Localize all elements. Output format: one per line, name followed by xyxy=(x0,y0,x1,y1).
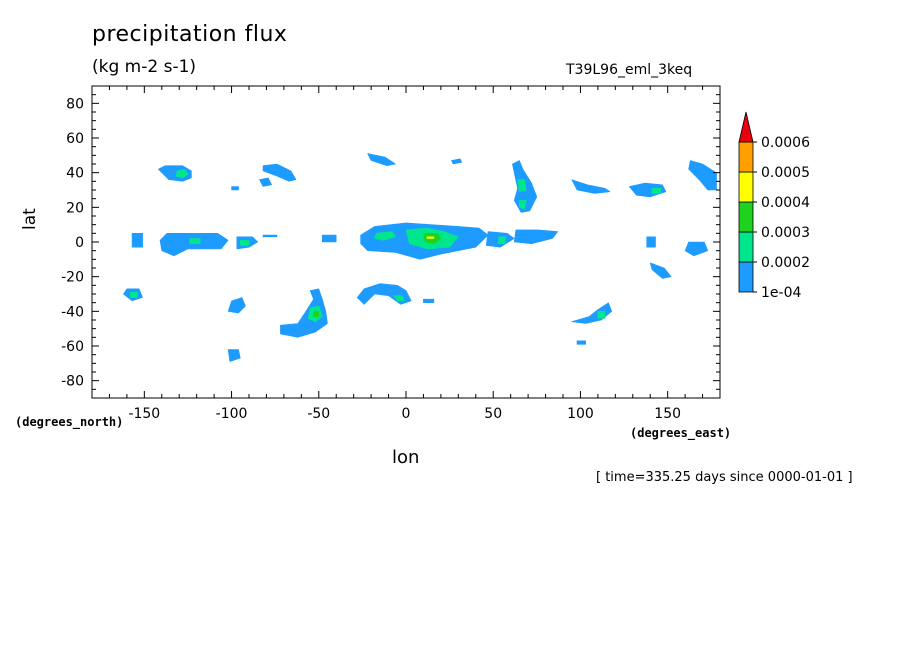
contour-region xyxy=(367,153,396,166)
contour-region xyxy=(684,241,709,257)
contour-region xyxy=(651,188,662,194)
contour-region xyxy=(374,231,396,241)
legend-swatch xyxy=(738,261,754,293)
contour-region xyxy=(688,160,717,191)
contour-region xyxy=(356,283,412,305)
x-axis-label: lon xyxy=(392,447,420,468)
x-tick-label: 0 xyxy=(402,406,411,422)
color-legend: 1e-04 0.0002 0.0003 0.0004 0.0005 0.0006 xyxy=(738,111,810,301)
y-tick-label: 80 xyxy=(66,96,84,112)
x-tick-label: -100 xyxy=(216,406,248,422)
legend-label: 0.0006 xyxy=(761,135,810,151)
contour-region xyxy=(130,291,138,298)
contour-region xyxy=(189,238,201,244)
contour-regions xyxy=(123,153,717,362)
legend-swatch xyxy=(738,201,754,233)
dataset-label: T39L96_eml_3keq xyxy=(566,62,693,78)
contour-region xyxy=(451,158,463,165)
legend-label: 0.0002 xyxy=(761,255,810,271)
contour-region xyxy=(426,236,435,239)
axis-ticks: -150 -100 -50 0 50 100 150 80 60 40 20 0 -20 -40 -60 -8… xyxy=(61,85,721,422)
contour-region xyxy=(498,236,506,244)
contour-region xyxy=(517,179,527,192)
legend-label: 0.0005 xyxy=(761,165,810,181)
y-tick-label: -60 xyxy=(61,339,84,355)
contour-region xyxy=(646,236,656,248)
legend-label: 0.0003 xyxy=(761,225,810,241)
contour-region xyxy=(321,234,337,243)
legend-swatch xyxy=(738,231,754,263)
contour-region xyxy=(571,179,611,194)
contour-region xyxy=(393,295,405,302)
contour-region xyxy=(262,234,278,238)
contour-region xyxy=(597,310,606,319)
chart-units: (kg m-2 s-1) xyxy=(92,57,197,77)
x-tick-label: 50 xyxy=(484,406,502,422)
x-tick-label: 150 xyxy=(654,406,681,422)
contour-region xyxy=(571,302,613,324)
contour-region xyxy=(576,340,587,345)
contour-region xyxy=(280,288,328,338)
contour-region xyxy=(649,262,672,279)
contour-region xyxy=(227,349,241,362)
contour-region xyxy=(175,168,189,179)
x-axis-unit: (degrees_east) xyxy=(630,426,732,440)
contour-region xyxy=(231,186,239,191)
contour-region xyxy=(240,240,250,246)
y-tick-label: 0 xyxy=(75,235,84,251)
time-stamp: [ time=335.25 days since 0000-01-01 ] xyxy=(596,470,853,485)
contour-region xyxy=(159,233,229,257)
y-tick-label: 40 xyxy=(66,166,84,182)
contour-region xyxy=(313,310,320,317)
contour-region xyxy=(423,298,435,304)
y-tick-label: 20 xyxy=(66,200,84,216)
y-tick-label: -40 xyxy=(61,304,84,320)
x-tick-label: 100 xyxy=(567,406,594,422)
x-tick-label: -150 xyxy=(128,406,160,422)
contour-region xyxy=(227,297,246,314)
y-axis-unit: (degrees_north) xyxy=(15,415,124,429)
legend-swatch xyxy=(738,111,754,143)
x-tick-label: -50 xyxy=(307,406,330,422)
contour-region xyxy=(513,229,559,244)
chart-title: precipitation flux xyxy=(92,22,288,47)
legend-swatch xyxy=(738,171,754,203)
y-tick-label: -20 xyxy=(61,270,84,286)
legend-swatch xyxy=(738,141,754,173)
contour-region xyxy=(519,200,527,210)
legend-label: 0.0004 xyxy=(761,195,810,211)
contour-region xyxy=(259,177,273,187)
contour-region xyxy=(131,233,143,248)
y-tick-label: -80 xyxy=(61,374,84,390)
legend-label: 1e-04 xyxy=(761,285,801,301)
contour-region xyxy=(262,163,297,182)
y-tick-label: 60 xyxy=(66,131,84,147)
